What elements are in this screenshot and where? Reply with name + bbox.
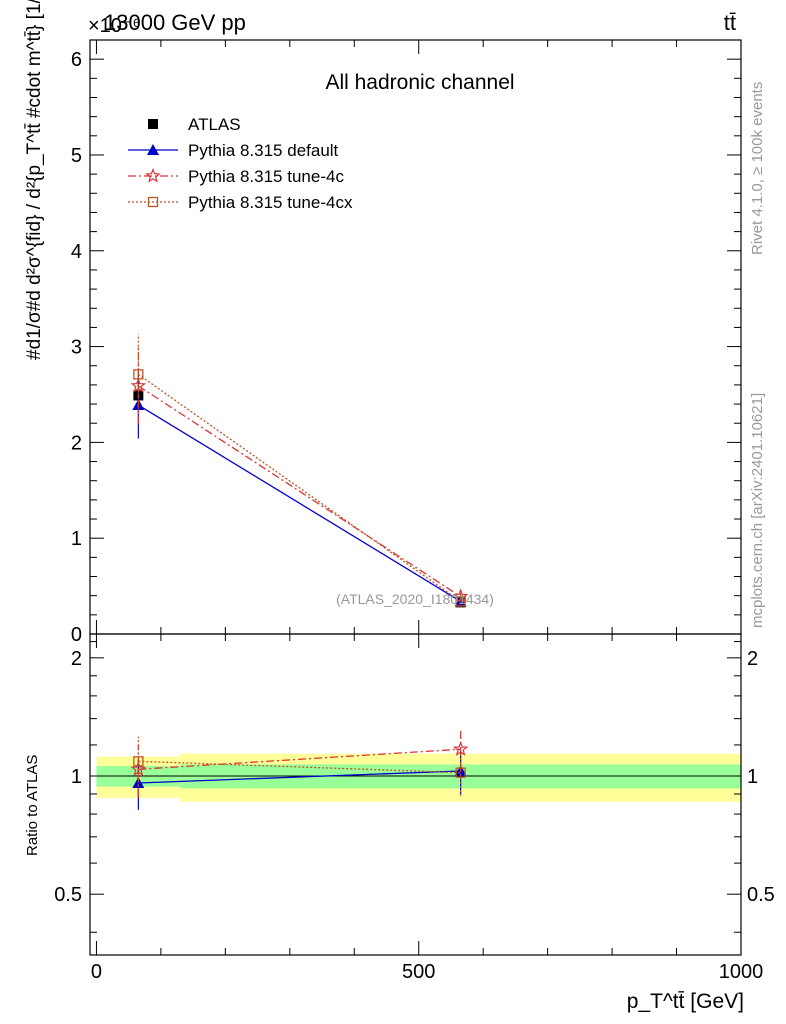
y-tick-label: 0 [71,624,82,646]
ratio-line-2 [138,760,461,774]
ratio-tick-label-right: 1 [747,766,758,788]
main-series [130,334,469,608]
y-tick-label: 6 [71,49,82,71]
ratio-point [455,767,466,778]
y-tick-label: 5 [71,145,82,167]
mcplots-watermark: mcplots.cern.ch [arXiv:2401.10621] [749,393,766,628]
ratio-tick-label: 2 [71,648,82,670]
data-point [133,369,144,380]
axes: 0 500 1000 0 1 2 3 4 5 6 0.5 0.5 1 1 2 2 [54,39,775,983]
ratio-point [452,741,469,756]
legend-label: Pythia 8.315 tune-4cx [188,193,353,212]
energy-label: 13000 GeV pp [104,10,246,35]
ratio-point [130,761,147,776]
chart-title: All hadronic channel [325,71,514,94]
ratio-tick-label: 0.5 [54,884,82,906]
ratio-line-1 [138,748,461,770]
rivet-watermark: Rivet 4.1.0, ≥ 100k events [749,82,766,255]
y-tick-label: 2 [71,432,82,454]
ratio-tick-label-right: 0.5 [747,884,775,906]
legend-label: Pythia 8.315 tune-4c [188,167,344,186]
ratio-series [130,729,469,810]
ratio-line-0 [138,770,461,784]
y-exponent-label: ×10⁻⁶ [88,15,141,37]
series-line-2 [137,385,461,598]
legend-marker [147,144,159,155]
y-tick-label: 4 [71,241,82,263]
legend-marker [145,167,161,183]
ratio-tick-label-right: 2 [747,648,758,670]
series-line-3 [137,373,461,602]
ratio-point [133,756,144,767]
analysis-id: (ATLAS_2020_I1801434) [336,591,494,607]
x-tick-label: 500 [402,961,435,983]
legend-marker [147,196,159,208]
legend-label: ATLAS [188,115,241,134]
ratio-y-axis-label: Ratio to ATLAS [24,755,41,856]
series-line-1 [138,404,461,602]
legend: ATLAS Pythia 8.315 default Pythia 8.315 tu… [128,115,353,212]
x-tick-label: 1000 [719,961,764,983]
y-tick-label: 1 [71,528,82,550]
y-tick-label: 3 [71,337,82,359]
x-axis-label: p_T^tt̄ [GeV] [627,990,744,1013]
x-tick-label: 0 [91,961,102,983]
ratio-tick-label: 1 [71,766,82,788]
ratio-plot-frame [89,633,742,956]
legend-label: Pythia 8.315 default [188,141,339,160]
legend-marker [148,119,158,129]
y-axis-label: #d1/σ#d d²σ^{fid} / d²{p_T^tt̄ #cdot m^t… [24,0,45,360]
data-point [455,596,466,607]
ratio-point [132,776,145,788]
process-label: tt̄ [724,10,736,35]
ratio-bands [90,753,742,802]
